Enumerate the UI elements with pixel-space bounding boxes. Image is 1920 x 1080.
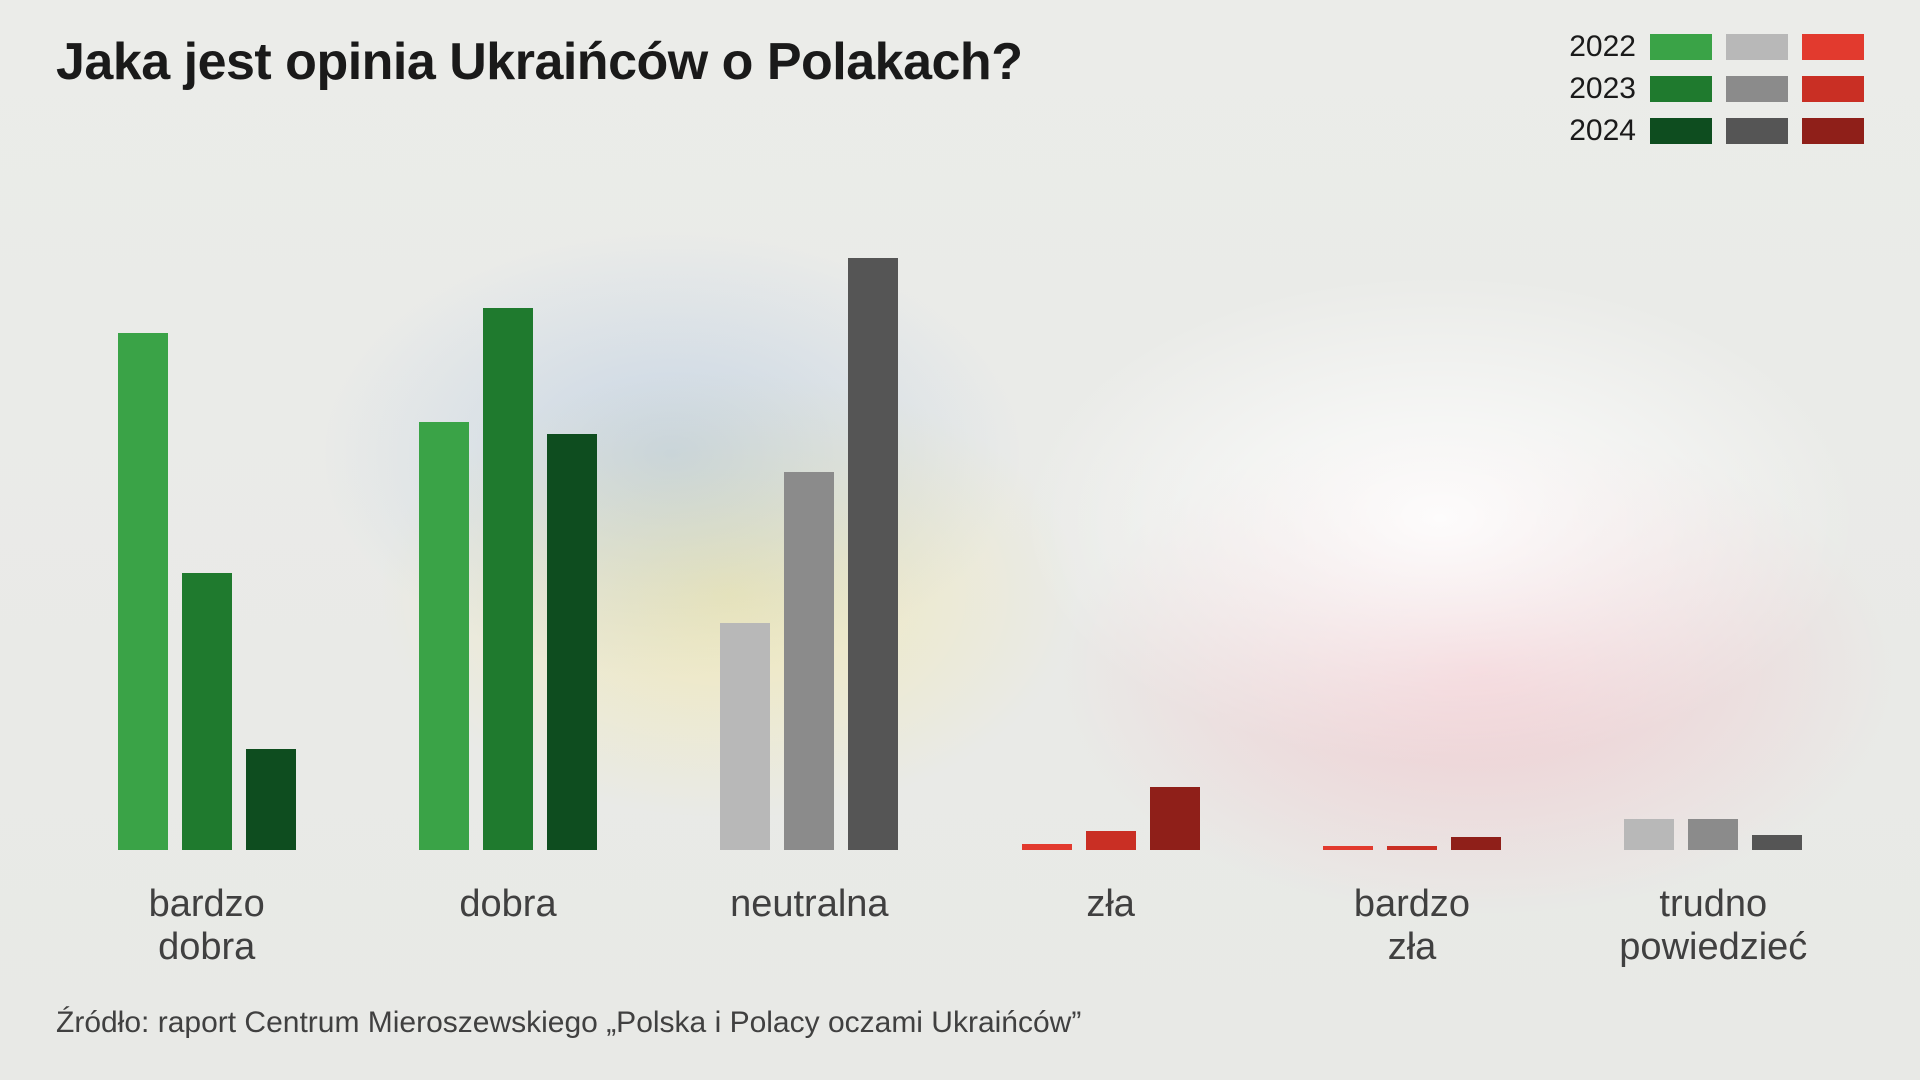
bar	[118, 333, 168, 850]
legend-swatch	[1802, 118, 1864, 144]
category-label: bardzodobra	[56, 883, 357, 970]
legend-swatch	[1802, 34, 1864, 60]
bar	[419, 422, 469, 850]
legend-swatch	[1802, 76, 1864, 102]
legend-year-label: 2022	[1556, 30, 1636, 64]
legend: 2022 2023 2024	[1556, 30, 1864, 148]
bar	[848, 258, 898, 850]
category-label: dobra	[357, 883, 658, 970]
legend-swatch	[1650, 118, 1712, 144]
x-axis-labels: bardzodobradobraneutralnazłabardzozłatru…	[56, 883, 1864, 970]
legend-row: 2022	[1556, 30, 1864, 64]
legend-swatch	[1650, 76, 1712, 102]
legend-swatch	[1726, 118, 1788, 144]
bar	[1022, 844, 1072, 850]
bar	[1323, 846, 1373, 850]
bar	[246, 749, 296, 850]
bar	[547, 434, 597, 850]
category-label: bardzozła	[1261, 883, 1562, 970]
bar-group	[960, 220, 1261, 850]
legend-swatch	[1726, 76, 1788, 102]
bar	[1387, 846, 1437, 850]
bar-group	[1261, 220, 1562, 850]
legend-year-label: 2023	[1556, 72, 1636, 106]
bar-chart	[56, 220, 1864, 850]
category-label: neutralna	[659, 883, 960, 970]
legend-row: 2023	[1556, 72, 1864, 106]
bar	[1752, 835, 1802, 850]
bar	[1086, 831, 1136, 850]
chart-area	[56, 220, 1864, 850]
bar-group	[659, 220, 960, 850]
source-text: Źródło: raport Centrum Mieroszewskiego „…	[56, 1006, 1081, 1040]
bar-group	[1563, 220, 1864, 850]
bar	[1451, 837, 1501, 850]
bar	[483, 308, 533, 850]
bar	[720, 623, 770, 850]
bar	[1624, 819, 1674, 851]
legend-swatch	[1726, 34, 1788, 60]
bar	[182, 573, 232, 850]
bar	[1150, 787, 1200, 850]
legend-year-label: 2024	[1556, 114, 1636, 148]
category-label: zła	[960, 883, 1261, 970]
bar-group	[56, 220, 357, 850]
bar-group	[357, 220, 658, 850]
legend-row: 2024	[1556, 114, 1864, 148]
bar	[1688, 819, 1738, 851]
bar	[784, 472, 834, 850]
chart-title: Jaka jest opinia Ukraińców o Polakach?	[56, 32, 1022, 92]
legend-swatch	[1650, 34, 1712, 60]
category-label: trudnopowiedzieć	[1563, 883, 1864, 970]
